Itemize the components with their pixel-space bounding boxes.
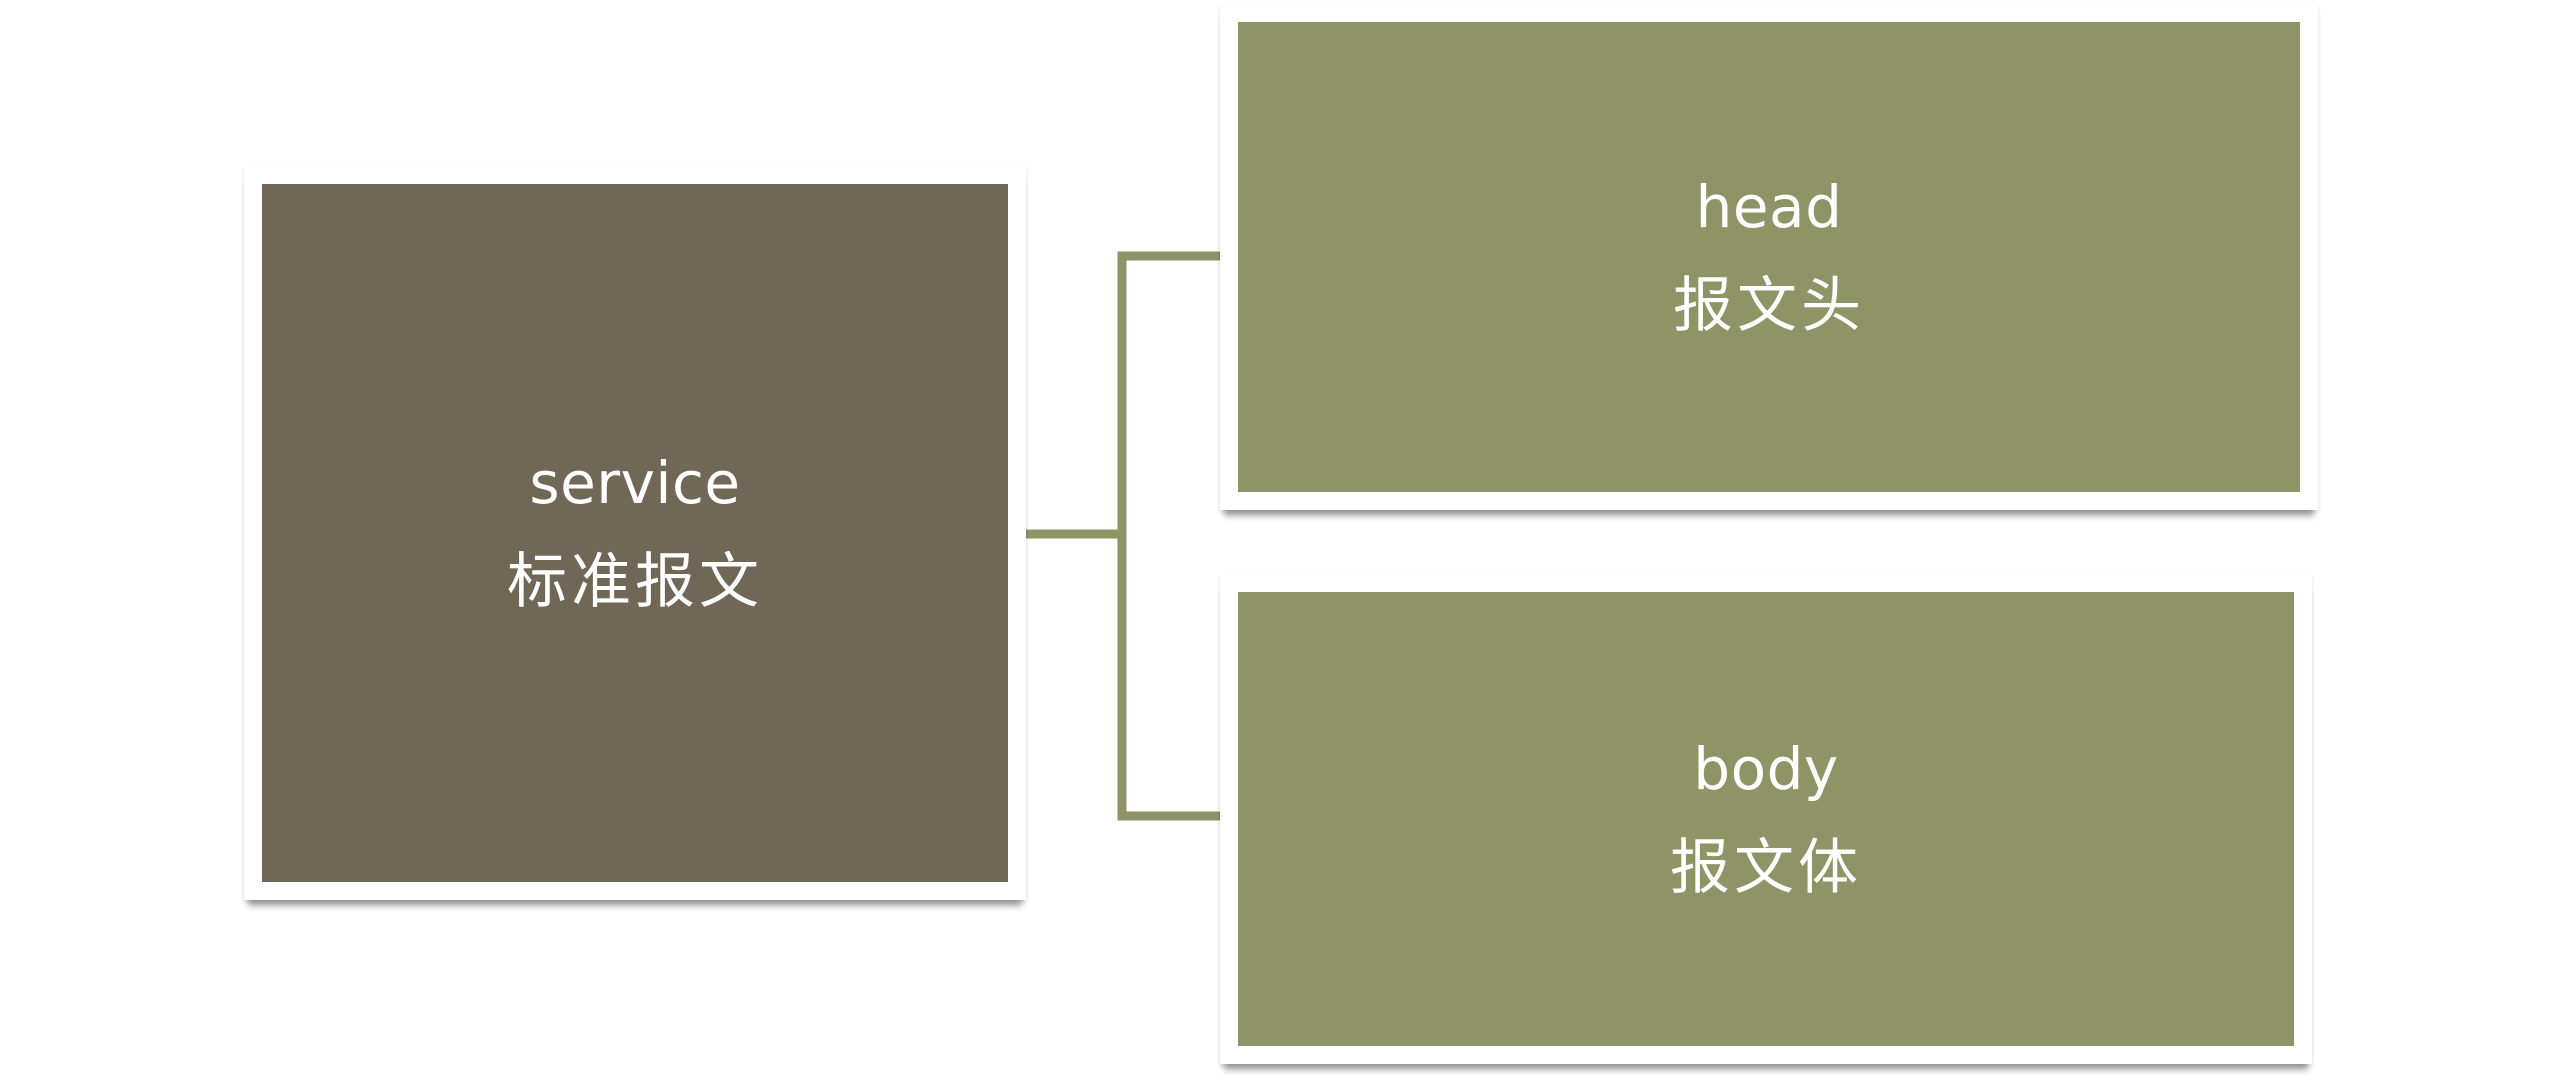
head-node-subtitle: 报文头 [1673,271,1865,341]
head-node-title: head [1695,173,1843,241]
service-node: service 标准报文 [244,166,1026,900]
body-node-subtitle: 报文体 [1670,833,1862,903]
body-node: body 报文体 [1220,574,2312,1064]
service-node-subtitle: 标准报文 [507,547,763,617]
body-node-fill: body 报文体 [1238,592,2294,1046]
head-node: head 报文头 [1220,4,2318,510]
service-node-title: service [529,449,741,517]
connector-service-head [1026,251,1220,539]
body-node-title: body [1693,735,1839,803]
connector-service-body [1117,534,1220,821]
head-node-fill: head 报文头 [1238,22,2300,492]
service-node-fill: service 标准报文 [262,184,1008,882]
